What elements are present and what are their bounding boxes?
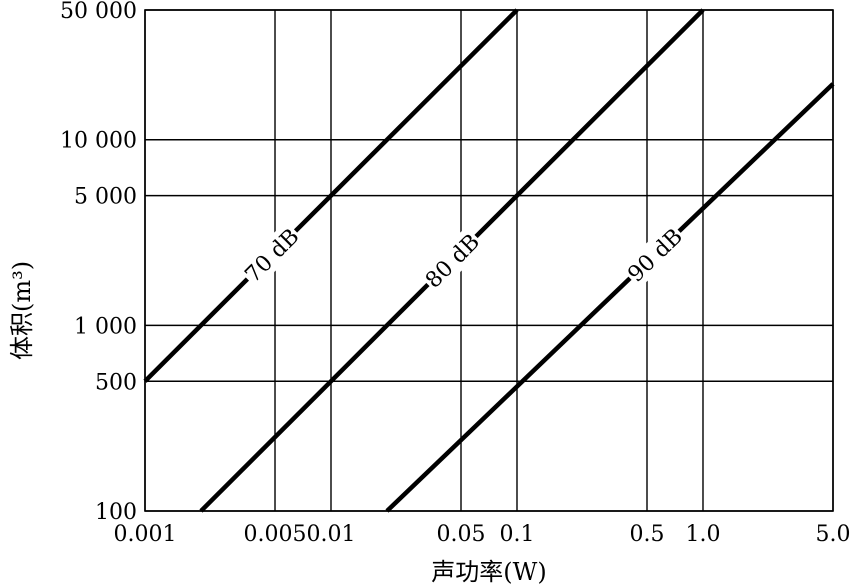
x-tick-label: 0.05 [437,522,486,547]
y-tick-label: 50 000 [60,0,137,24]
series-label-group: 70 dB [237,221,306,289]
x-tick-label: 0.005 [244,522,307,547]
y-tick-label: 5 000 [74,185,137,210]
series-line [385,82,835,513]
x-tick-label: 0.5 [630,522,665,547]
y-tick-label: 100 [95,500,137,525]
series-labels: 70 dB 80 dB 90 dB [237,221,689,295]
series-label: 90 dB [623,224,687,287]
series-label-group: 90 dB [620,221,689,289]
plot-frame [144,9,834,512]
y-tick-labels: 100 500 1 000 5 000 10 000 50 000 [60,0,137,525]
series-label-group: 80 dB [418,226,486,295]
y-axis-label: 体积(m³) [8,261,36,360]
x-tick-label: 0.1 [499,522,534,547]
x-tick-label: 1.0 [685,522,720,547]
series-label: 80 dB [421,230,485,294]
y-tick-label: 10 000 [60,129,137,154]
series-line [143,8,519,383]
y-tick-label: 500 [95,370,137,395]
x-axis-label: 声功率(W) [431,558,546,586]
x-tick-label: 5.0 [816,522,851,547]
series-label: 70 dB [241,224,305,288]
x-tick-label: 0.001 [114,522,177,547]
x-tick-labels: 0.001 0.005 0.01 0.05 0.1 0.5 1.0 5.0 [114,522,851,547]
y-tick-label: 1 000 [74,314,137,339]
x-tick-label: 0.01 [307,522,356,547]
